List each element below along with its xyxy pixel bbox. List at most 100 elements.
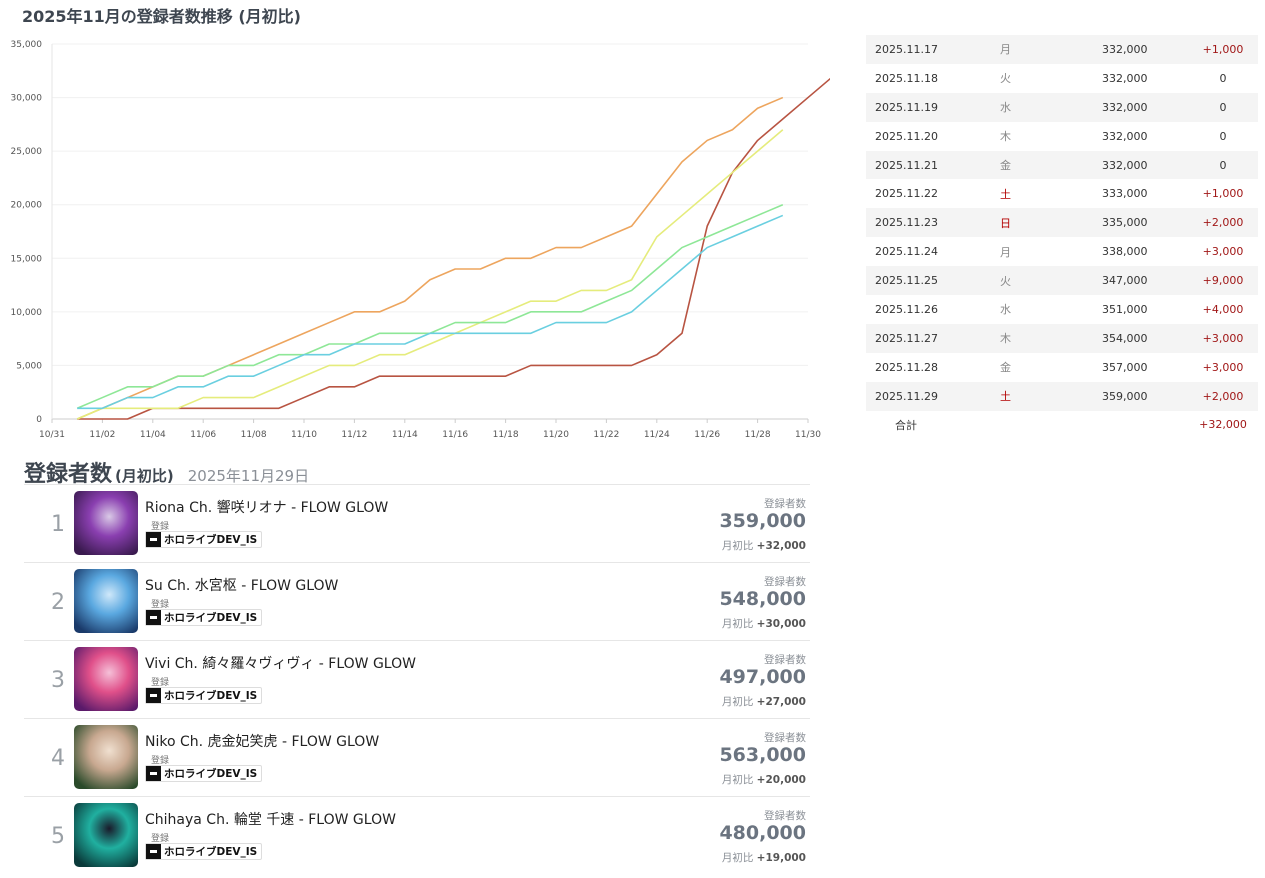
daily-subscriber-table: 2025.11.17 月 332,000 +1,000 2025.11.18 火 332,0…: [866, 35, 1258, 439]
daily-diff: +3,000: [1202, 360, 1244, 374]
org-badge[interactable]: ホロライブDEV_IS: [145, 609, 263, 626]
daily-row: 2025.11.21 金 332,000 0: [866, 150, 1258, 180]
daily-day-of-week: 火: [1000, 72, 1011, 86]
daily-day-of-week: 金: [1000, 361, 1011, 375]
daily-diff: +4,000: [1202, 302, 1244, 316]
diff-value: +32,000: [756, 540, 806, 552]
y-tick-label: 5,000: [16, 361, 42, 371]
daily-diff: +3,000: [1202, 331, 1244, 345]
daily-diff: +9,000: [1202, 274, 1244, 288]
daily-subscribers: 332,000: [1102, 42, 1148, 56]
daily-date: 2025.11.26: [875, 302, 938, 316]
channel-name[interactable]: Vivi Ch. 綺々羅々ヴィヴィ - FLOW GLOW: [145, 656, 416, 672]
subscriber-trend-chart: 0 5,000 10,000 15,000 20,000 25,000 30,000 35,0…: [11, 40, 830, 440]
ranking-date: 2025年11月29日: [187, 467, 310, 485]
x-tick-label: 11/28: [745, 430, 771, 440]
rank-number: 4: [51, 746, 65, 771]
daily-subscribers: 333,000: [1102, 187, 1148, 201]
x-tick-label: 11/02: [89, 430, 115, 440]
monthly-diff: 月初比 +32,000: [722, 538, 806, 553]
daily-row: 2025.11.23 日 335,000 +2,000: [866, 208, 1258, 238]
ranking-item[interactable]: 2 Su Ch. 水宮枢 - FLOW GLOW 登録 ホロライブDEV_IS 登録者数…: [24, 562, 810, 640]
subscribers-value: 497,000: [719, 666, 806, 688]
x-tick-label: 11/26: [694, 430, 720, 440]
channel-name[interactable]: Niko Ch. 虎金妃笑虎 - FLOW GLOW: [145, 734, 380, 750]
daily-day-of-week: 木: [1000, 130, 1011, 144]
register-label: 登録: [151, 522, 170, 532]
daily-diff: +2,000: [1202, 389, 1244, 403]
y-tick-label: 35,000: [11, 40, 43, 50]
org-badge[interactable]: ホロライブDEV_IS: [145, 531, 263, 548]
org-name: ホロライブDEV_IS: [164, 612, 258, 624]
monthly-diff: 月初比 +27,000: [722, 694, 806, 709]
y-tick-label: 30,000: [11, 94, 43, 104]
org-name: ホロライブDEV_IS: [164, 768, 258, 780]
daily-subscribers: 354,000: [1102, 331, 1148, 345]
register-label: 登録: [151, 678, 170, 688]
daily-subscribers: 332,000: [1102, 71, 1148, 85]
monthly-diff: 月初比 +20,000: [722, 772, 806, 787]
ranking-item[interactable]: 3 Vivi Ch. 綺々羅々ヴィヴィ - FLOW GLOW 登録 ホロライブDEV…: [24, 640, 810, 718]
ranking-item[interactable]: 5 Chihaya Ch. 輪堂 千速 - FLOW GLOW 登録 ホロライブDEV…: [24, 796, 810, 874]
daily-day-of-week: 水: [1000, 303, 1011, 317]
diff-value: +19,000: [756, 852, 806, 864]
daily-subscribers: 357,000: [1102, 360, 1148, 374]
daily-subscribers: 332,000: [1102, 129, 1148, 143]
y-tick-label: 0: [36, 415, 42, 425]
channel-name[interactable]: Chihaya Ch. 輪堂 千速 - FLOW GLOW: [145, 812, 396, 828]
daily-subscribers: 338,000: [1102, 245, 1148, 259]
channel-avatar[interactable]: [74, 569, 138, 633]
ranking-item[interactable]: 4 Niko Ch. 虎金妃笑虎 - FLOW GLOW 登録 ホロライブDEV_IS…: [24, 718, 810, 796]
channel-name[interactable]: Su Ch. 水宮枢 - FLOW GLOW: [145, 578, 339, 594]
daily-day-of-week: 土: [1000, 187, 1011, 201]
y-tick-label: 20,000: [11, 201, 43, 211]
ranking-title: 登録者数: [24, 462, 113, 487]
diff-label: 月初比: [721, 696, 754, 708]
daily-day-of-week: 火: [1000, 274, 1011, 288]
daily-diff: 0: [1219, 100, 1227, 114]
series-line-1: [77, 77, 830, 420]
x-tick-label: 11/14: [392, 430, 418, 440]
daily-day-of-week: 木: [1000, 332, 1011, 346]
daily-date: 2025.11.18: [875, 71, 938, 85]
y-tick-label: 10,000: [11, 308, 43, 318]
daily-subscribers: 351,000: [1102, 302, 1148, 316]
daily-diff: +3,000: [1202, 245, 1244, 259]
daily-day-of-week: 日: [1000, 216, 1011, 230]
x-tick-label: 10/31: [39, 430, 65, 440]
channel-avatar[interactable]: [74, 491, 138, 555]
rank-number: 1: [51, 512, 65, 537]
daily-row: 2025.11.28 金 357,000 +3,000: [866, 353, 1258, 382]
channel-avatar[interactable]: [74, 803, 138, 867]
x-tick-label: 11/12: [341, 430, 367, 440]
channel-avatar[interactable]: [74, 725, 138, 789]
channel-avatar[interactable]: [74, 647, 138, 711]
x-tick-label: 11/04: [140, 430, 166, 440]
subscribers-value: 359,000: [719, 510, 806, 532]
diff-label: 月初比: [721, 540, 754, 552]
daily-row: 2025.11.25 火 347,000 +9,000: [866, 266, 1258, 296]
org-logo-icon: [146, 610, 161, 625]
ranking-item[interactable]: 1 Riona Ch. 響咲リオナ - FLOW GLOW 登録 ホロライブDEV_I…: [24, 484, 810, 562]
daily-day-of-week: 月: [1000, 43, 1011, 57]
org-badge[interactable]: ホロライブDEV_IS: [145, 843, 263, 860]
org-badge[interactable]: ホロライブDEV_IS: [145, 765, 263, 782]
channel-name[interactable]: Riona Ch. 響咲リオナ - FLOW GLOW: [145, 500, 389, 516]
org-logo-icon: [146, 766, 161, 781]
subscribers-value: 480,000: [719, 822, 806, 844]
x-tick-label: 11/08: [241, 430, 267, 440]
rank-number: 2: [51, 590, 65, 615]
daily-date: 2025.11.17: [875, 42, 938, 56]
subscribers-label: 登録者数: [764, 498, 806, 510]
subscribers-value: 548,000: [719, 588, 806, 610]
daily-date: 2025.11.22: [875, 187, 938, 201]
daily-subscribers: 347,000: [1102, 274, 1148, 288]
org-badge[interactable]: ホロライブDEV_IS: [145, 687, 263, 704]
ranking-header: 登録者数 (月初比) 2025年11月29日: [24, 456, 309, 488]
x-tick-label: 11/30: [795, 430, 821, 440]
diff-label: 月初比: [721, 852, 754, 864]
daily-subscribers: 332,000: [1102, 158, 1148, 172]
daily-date: 2025.11.21: [875, 158, 938, 172]
x-tick-label: 11/16: [442, 430, 468, 440]
daily-subscribers: 332,000: [1102, 100, 1148, 114]
